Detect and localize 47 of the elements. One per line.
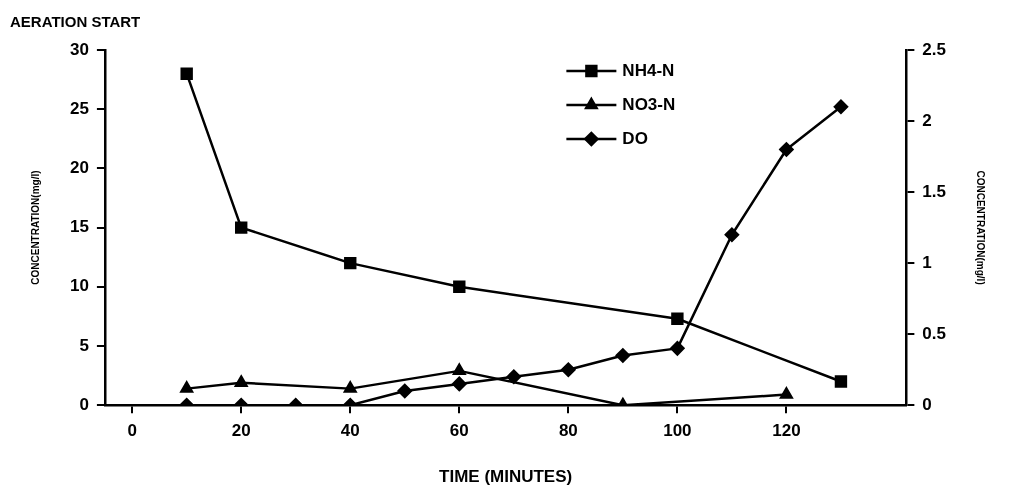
point (180, 67, 193, 80)
point (670, 341, 685, 356)
x-tick-label: 100 (663, 421, 692, 441)
point (235, 221, 248, 234)
chart-title: AERATION START (10, 13, 141, 31)
point (234, 375, 248, 387)
y-tick-label: 15 (69, 217, 89, 237)
legend-label: NO3-N (622, 94, 676, 114)
x-tick-label: 20 (231, 421, 251, 441)
x-tick-label: 80 (558, 421, 578, 441)
point (561, 362, 576, 377)
point (344, 256, 357, 270)
x-axis-title: TIME (MINUTES) (439, 467, 573, 487)
point (180, 381, 194, 393)
point (833, 99, 849, 115)
legend-label: NH4-N (622, 60, 675, 80)
point (671, 312, 684, 325)
point (779, 142, 794, 157)
x-tick-label: 120 (772, 421, 801, 441)
x-tick-label: 0 (127, 421, 137, 441)
y-tick-label: 30 (69, 39, 89, 59)
y-tick-label: 5 (79, 335, 89, 355)
y2-tick-label: 1.5 (922, 181, 947, 201)
y2-tick-label: 0 (922, 394, 932, 414)
point (779, 387, 793, 399)
y-tick-label: 0 (79, 394, 89, 414)
legend-label: DO (622, 128, 648, 148)
y2-axis-title: CONCENTRATION(mg/l) (975, 170, 987, 285)
point (724, 227, 740, 242)
y-tick-label: 10 (69, 276, 89, 296)
point (615, 348, 631, 363)
x-tick-label: 60 (449, 421, 469, 441)
y-tick-label: 20 (69, 158, 89, 178)
x-tick-label: 40 (340, 421, 360, 441)
y-axis-title: CONCENTRATION(mg/l) (29, 170, 41, 285)
point (343, 381, 357, 393)
y2-tick-label: 1 (922, 252, 932, 272)
y-tick-label: 25 (69, 98, 89, 118)
y2-tick-label: 0.5 (922, 323, 947, 343)
point (397, 383, 413, 399)
y2-tick-label: 2.5 (922, 39, 947, 59)
point (506, 369, 522, 385)
point (452, 363, 466, 376)
point (452, 376, 467, 392)
y2-tick-label: 2 (922, 110, 932, 130)
point (453, 280, 466, 293)
point (834, 375, 848, 388)
